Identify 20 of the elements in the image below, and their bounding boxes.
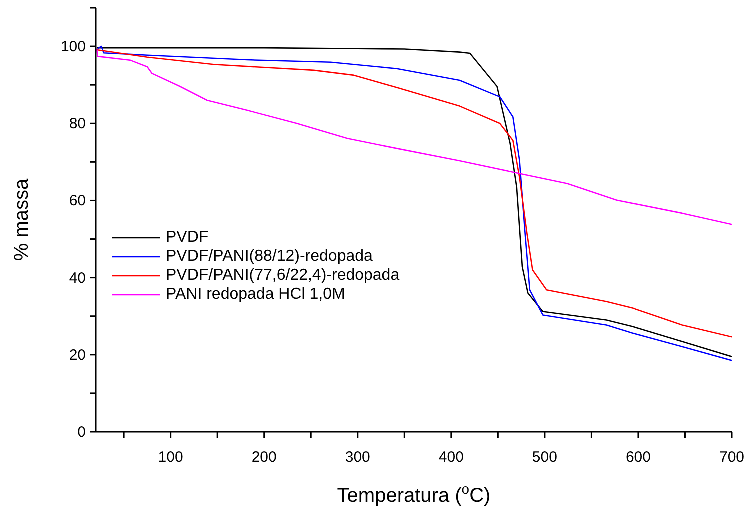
x-axis-title: Temperatura ($^{o}$C): [337, 481, 491, 507]
y-tick-label: 80: [69, 116, 86, 133]
y-tick-label: 0: [78, 424, 86, 441]
legend-label: PVDF: [166, 228, 209, 247]
y-tick-label: 40: [69, 270, 86, 287]
y-tick-label: 100: [60, 38, 86, 56]
x-tick-label: 200: [252, 449, 277, 466]
line-series: [96, 48, 732, 226]
x-tick-label: 700: [719, 449, 745, 466]
y-tick-label: 60: [69, 192, 86, 210]
legend-label: PVDF/PANI(88/12)-redopada: [166, 247, 373, 266]
x-tick-label: 600: [626, 449, 651, 466]
y-tick-label: 20: [69, 346, 86, 364]
x-tick-label: 400: [438, 449, 464, 466]
x-tick-label: 100: [158, 449, 184, 466]
x-tick-label: 500: [532, 449, 558, 466]
legend-label: PVDF/PANI(77,6/22,4)-redopada: [166, 266, 400, 285]
y-axis-title: % massa: [11, 178, 33, 262]
legend-label: PANI redopada HCl 1,0M: [166, 285, 346, 304]
x-tick-label: 300: [345, 449, 370, 466]
